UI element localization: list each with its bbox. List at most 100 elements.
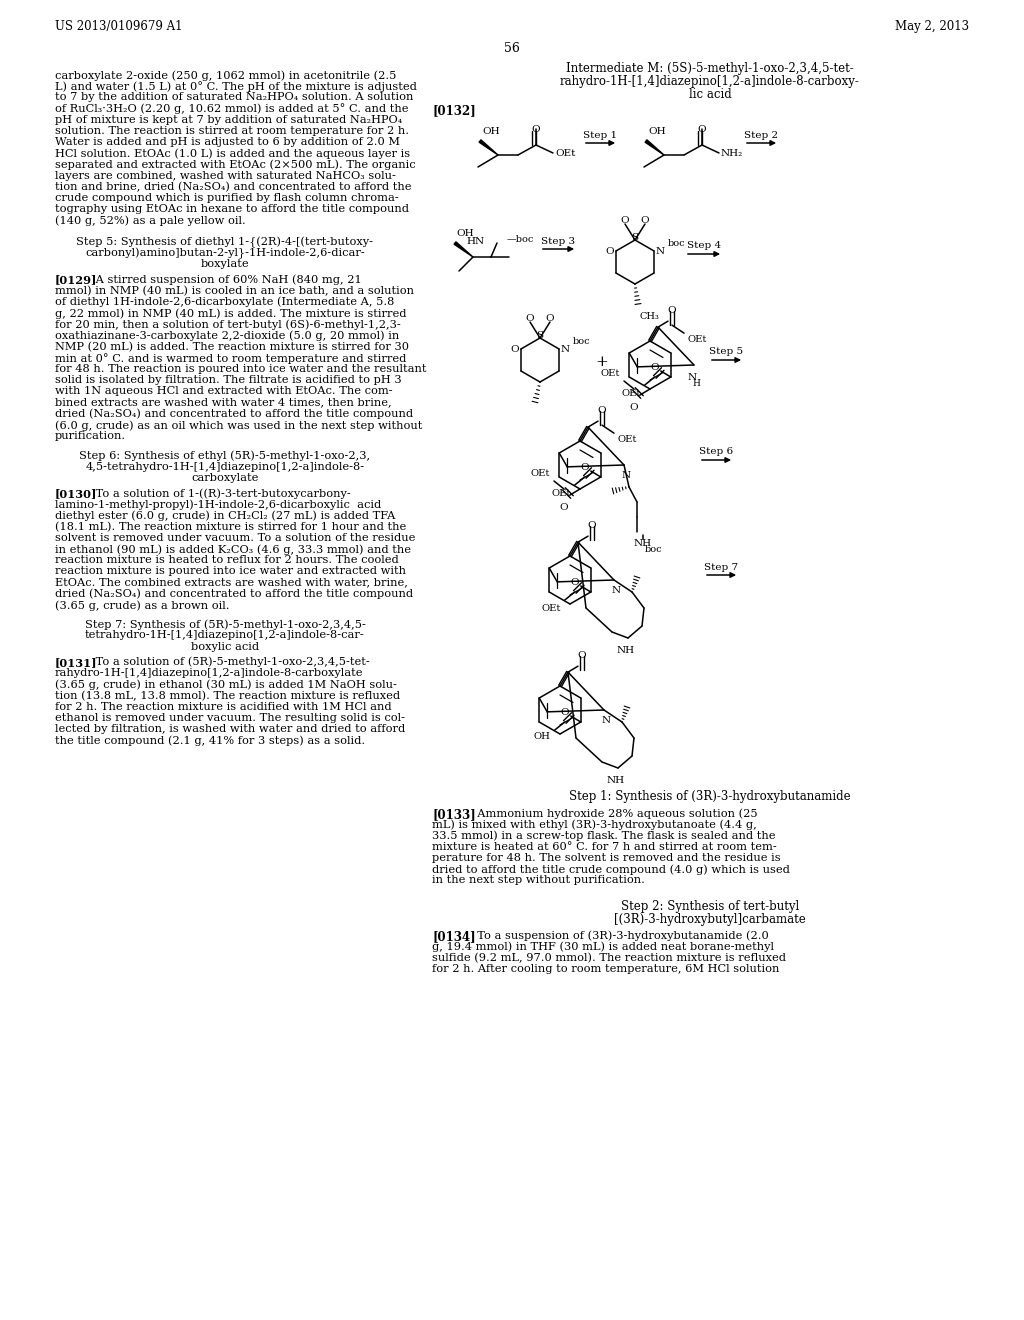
Text: boc: boc: [645, 545, 663, 554]
Text: May 2, 2013: May 2, 2013: [895, 20, 969, 33]
Text: pH of mixture is kept at 7 by addition of saturated Na₂HPO₄: pH of mixture is kept at 7 by addition o…: [55, 115, 402, 125]
Text: [0129]: [0129]: [55, 275, 97, 285]
Text: NH₂: NH₂: [721, 149, 743, 157]
Text: for 20 min, then a solution of tert-butyl (6S)-6-methyl-1,2,3-: for 20 min, then a solution of tert-buty…: [55, 319, 400, 330]
Text: O: O: [641, 216, 649, 224]
Text: [(3R)-3-hydroxybutyl]carbamate: [(3R)-3-hydroxybutyl]carbamate: [614, 913, 806, 927]
Text: EtOAc. The combined extracts are washed with water, brine,: EtOAc. The combined extracts are washed …: [55, 578, 408, 587]
Text: mmol) in NMP (40 mL) is cooled in an ice bath, and a solution: mmol) in NMP (40 mL) is cooled in an ice…: [55, 285, 414, 296]
Text: +: +: [596, 355, 608, 370]
Text: O: O: [588, 521, 596, 531]
Text: solution. The reaction is stirred at room temperature for 2 h.: solution. The reaction is stirred at roo…: [55, 125, 409, 136]
Text: Step 2: Synthesis of tert-butyl: Step 2: Synthesis of tert-butyl: [621, 900, 799, 913]
Text: O: O: [621, 216, 630, 224]
Text: crude compound which is purified by flash column chroma-: crude compound which is purified by flas…: [55, 193, 398, 203]
Text: O: O: [511, 345, 519, 354]
Text: CH₃: CH₃: [640, 312, 659, 321]
Text: mixture is heated at 60° C. for 7 h and stirred at room tem-: mixture is heated at 60° C. for 7 h and …: [432, 842, 777, 851]
Text: separated and extracted with EtOAc (2×500 mL). The organic: separated and extracted with EtOAc (2×50…: [55, 160, 416, 170]
Text: min at 0° C. and is warmed to room temperature and stirred: min at 0° C. and is warmed to room tempe…: [55, 352, 407, 364]
Text: NH: NH: [634, 539, 652, 548]
Text: bined extracts are washed with water 4 times, then brine,: bined extracts are washed with water 4 t…: [55, 397, 391, 408]
Text: boxylate: boxylate: [201, 259, 249, 269]
Text: OEt: OEt: [601, 370, 620, 378]
Text: OH: OH: [482, 127, 500, 136]
Text: perature for 48 h. The solvent is removed and the residue is: perature for 48 h. The solvent is remove…: [432, 853, 780, 863]
Text: O: O: [605, 247, 614, 256]
Text: N: N: [560, 345, 569, 354]
Text: N: N: [655, 247, 665, 256]
Text: carbonyl)amino]butan-2-yl}-1H-indole-2,6-dicar-: carbonyl)amino]butan-2-yl}-1H-indole-2,6…: [85, 248, 365, 259]
Text: reaction mixture is poured into ice water and extracted with: reaction mixture is poured into ice wate…: [55, 566, 406, 577]
Text: ethanol is removed under vacuum. The resulting solid is col-: ethanol is removed under vacuum. The res…: [55, 713, 406, 723]
Text: boxylic acid: boxylic acid: [190, 642, 259, 652]
Text: 56: 56: [504, 42, 520, 55]
Text: dried (Na₂SO₄) and concentrated to afford the title compound: dried (Na₂SO₄) and concentrated to affor…: [55, 589, 413, 599]
Text: in the next step without purification.: in the next step without purification.: [432, 875, 645, 886]
Text: [0132]: [0132]: [432, 104, 476, 117]
Polygon shape: [479, 140, 498, 154]
Text: OEt: OEt: [530, 469, 550, 478]
Text: for 2 h. The reaction mixture is acidified with 1M HCl and: for 2 h. The reaction mixture is acidifi…: [55, 702, 391, 711]
Text: dried to afford the title crude compound (4.0 g) which is used: dried to afford the title crude compound…: [432, 865, 790, 875]
Text: L) and water (1.5 L) at 0° C. The pH of the mixture is adjusted: L) and water (1.5 L) at 0° C. The pH of …: [55, 82, 417, 92]
Text: O: O: [546, 314, 554, 323]
Text: O: O: [525, 314, 535, 323]
Text: for 2 h. After cooling to room temperature, 6M HCl solution: for 2 h. After cooling to room temperatu…: [432, 964, 779, 974]
Text: for 48 h. The reaction is poured into ice water and the resultant: for 48 h. The reaction is poured into ic…: [55, 364, 427, 374]
Text: lamino-1-methyl-propyl)-1H-indole-2,6-dicarboxylic  acid: lamino-1-methyl-propyl)-1H-indole-2,6-di…: [55, 499, 381, 510]
Text: tetrahydro-1H-[1,4]diazepino[1,2-a]indole-8-car-: tetrahydro-1H-[1,4]diazepino[1,2-a]indol…: [85, 631, 365, 640]
Text: of diethyl 1H-indole-2,6-dicarboxylate (Intermediate A, 5.8: of diethyl 1H-indole-2,6-dicarboxylate (…: [55, 297, 394, 308]
Text: O: O: [668, 306, 676, 315]
Text: purification.: purification.: [55, 432, 126, 441]
Text: Step 6: Synthesis of ethyl (5R)-5-methyl-1-oxo-2,3,: Step 6: Synthesis of ethyl (5R)-5-methyl…: [80, 450, 371, 461]
Text: dried (Na₂SO₄) and concentrated to afford the title compound: dried (Na₂SO₄) and concentrated to affor…: [55, 409, 413, 420]
Text: of RuCl₃·3H₂O (2.20 g, 10.62 mmol) is added at 5° C. and the: of RuCl₃·3H₂O (2.20 g, 10.62 mmol) is ad…: [55, 103, 409, 115]
Text: (140 g, 52%) as a pale yellow oil.: (140 g, 52%) as a pale yellow oil.: [55, 215, 246, 226]
Text: Step 1: Step 1: [584, 131, 617, 140]
Text: mL) is mixed with ethyl (3R)-3-hydroxybutanoate (4.4 g,: mL) is mixed with ethyl (3R)-3-hydroxybu…: [432, 820, 757, 830]
Text: NH: NH: [616, 645, 635, 655]
Text: carboxylate: carboxylate: [191, 473, 259, 483]
Text: [0133]: [0133]: [432, 808, 476, 821]
Polygon shape: [645, 140, 664, 154]
Text: Step 4: Step 4: [687, 242, 721, 251]
Text: [0134]: [0134]: [432, 931, 475, 944]
Text: N: N: [687, 374, 696, 381]
Text: Step 7: Step 7: [705, 562, 738, 572]
Text: 4,5-tetrahydro-1H-[1,4]diazepino[1,2-a]indole-8-: 4,5-tetrahydro-1H-[1,4]diazepino[1,2-a]i…: [85, 462, 365, 471]
Text: OEt: OEt: [551, 488, 570, 498]
Text: Ammonium hydroxide 28% aqueous solution (25: Ammonium hydroxide 28% aqueous solution …: [470, 808, 758, 818]
Text: the title compound (2.1 g, 41% for 3 steps) as a solid.: the title compound (2.1 g, 41% for 3 ste…: [55, 735, 366, 746]
Text: O: O: [531, 125, 541, 135]
Text: H: H: [692, 379, 700, 388]
Text: diethyl ester (6.0 g, crude) in CH₂Cl₂ (27 mL) is added TFA: diethyl ester (6.0 g, crude) in CH₂Cl₂ (…: [55, 511, 395, 521]
Text: O: O: [570, 578, 580, 587]
Text: to 7 by the addition of saturated Na₂HPO₄ solution. A solution: to 7 by the addition of saturated Na₂HPO…: [55, 92, 414, 103]
Text: sulfide (9.2 mL, 97.0 mmol). The reaction mixture is refluxed: sulfide (9.2 mL, 97.0 mmol). The reactio…: [432, 953, 786, 964]
Text: O: O: [560, 503, 568, 512]
Text: (6.0 g, crude) as an oil which was used in the next step without: (6.0 g, crude) as an oil which was used …: [55, 420, 422, 430]
Text: g, 22 mmol) in NMP (40 mL) is added. The mixture is stirred: g, 22 mmol) in NMP (40 mL) is added. The…: [55, 308, 407, 318]
Text: solvent is removed under vacuum. To a solution of the residue: solvent is removed under vacuum. To a so…: [55, 533, 416, 543]
Text: OEt: OEt: [688, 335, 708, 345]
Text: HCl solution. EtOAc (1.0 L) is added and the aqueous layer is: HCl solution. EtOAc (1.0 L) is added and…: [55, 148, 411, 158]
Text: rahydro-1H-[1,4]diazepino[1,2-a]indole-8-carboxy-: rahydro-1H-[1,4]diazepino[1,2-a]indole-8…: [560, 75, 860, 88]
Text: O: O: [560, 708, 569, 717]
Text: 33.5 mmol) in a screw-top flask. The flask is sealed and the: 33.5 mmol) in a screw-top flask. The fla…: [432, 830, 775, 841]
Text: (18.1 mL). The reaction mixture is stirred for 1 hour and the: (18.1 mL). The reaction mixture is stirr…: [55, 521, 407, 532]
Text: (3.65 g, crude) as a brown oil.: (3.65 g, crude) as a brown oil.: [55, 601, 229, 611]
Text: lic acid: lic acid: [688, 88, 731, 102]
Text: tion and brine, dried (Na₂SO₄) and concentrated to afford the: tion and brine, dried (Na₂SO₄) and conce…: [55, 182, 412, 193]
Text: solid is isolated by filtration. The filtrate is acidified to pH 3: solid is isolated by filtration. The fil…: [55, 375, 401, 385]
Text: rahydro-1H-[1,4]diazepino[1,2-a]indole-8-carboxylate: rahydro-1H-[1,4]diazepino[1,2-a]indole-8…: [55, 668, 364, 678]
Text: N: N: [611, 586, 621, 595]
Text: g, 19.4 mmol) in THF (30 mL) is added neat borane-methyl: g, 19.4 mmol) in THF (30 mL) is added ne…: [432, 941, 774, 952]
Text: OEt: OEt: [618, 436, 637, 444]
Text: To a suspension of (3R)-3-hydroxybutanamide (2.0: To a suspension of (3R)-3-hydroxybutanam…: [470, 931, 769, 941]
Text: Step 5: Synthesis of diethyl 1-{(2R)-4-[(tert-butoxy-: Step 5: Synthesis of diethyl 1-{(2R)-4-[…: [77, 236, 374, 248]
Text: S: S: [632, 234, 639, 242]
Text: OH: OH: [534, 733, 551, 741]
Text: reaction mixture is heated to reflux for 2 hours. The cooled: reaction mixture is heated to reflux for…: [55, 556, 398, 565]
Text: tography using EtOAc in hexane to afford the title compound: tography using EtOAc in hexane to afford…: [55, 205, 409, 214]
